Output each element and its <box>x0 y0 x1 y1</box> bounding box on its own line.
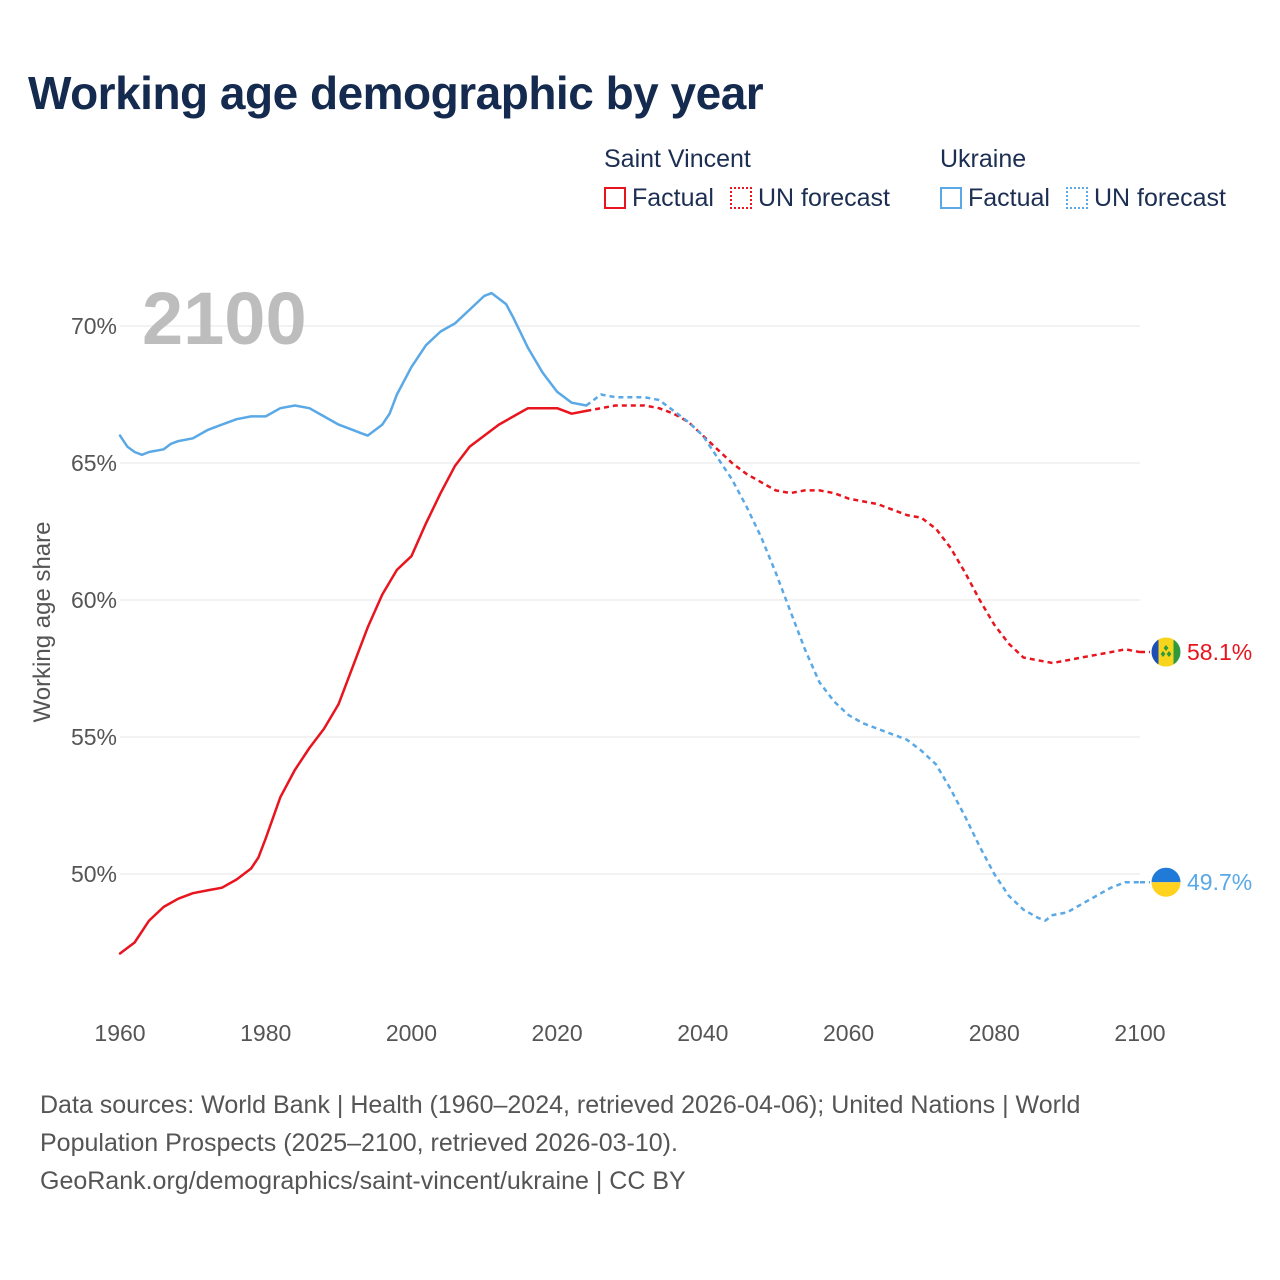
x-tick-label: 2060 <box>823 1020 874 1046</box>
end-markers: 58.1% 49.7% <box>1140 636 1252 898</box>
x-tick-label: 2040 <box>677 1020 728 1046</box>
legend-swatch-solid <box>940 187 962 209</box>
x-tick-label: 1960 <box>94 1020 145 1046</box>
series-lines <box>118 291 1141 955</box>
line-chart: 2100 Working age share 50% 55% 60% 65% 70% 1… <box>29 277 1252 1046</box>
legend-group-title: Saint Vincent <box>604 145 751 173</box>
x-tick-label: 2020 <box>532 1020 583 1046</box>
legend-swatch-solid <box>604 187 626 209</box>
legend-item-factual[interactable]: Factual <box>940 184 1050 213</box>
legend-label: UN forecast <box>757 183 890 212</box>
source-url[interactable]: GeoRank.org/demographics/saint-vincent/u… <box>40 1167 686 1195</box>
legend-swatch-dotted <box>1065 187 1088 209</box>
legend-label: Factual <box>632 183 714 212</box>
x-tick-label: 1980 <box>240 1020 291 1046</box>
legend-swatch-dotted <box>729 187 752 209</box>
legend-item-forecast[interactable]: UN forecast <box>729 183 890 213</box>
x-tick-label: 2000 <box>386 1020 437 1046</box>
legend-label: UN forecast <box>1093 183 1226 212</box>
legend-ukraine: Ukraine Factual UN forecast <box>940 144 1226 218</box>
legend-item-forecast[interactable]: UN forecast <box>1065 183 1226 213</box>
series-line-factual[interactable] <box>118 291 588 457</box>
series-line-forecast[interactable] <box>586 404 1141 665</box>
series-end-label: 49.7% <box>1187 869 1252 895</box>
year-watermark: 2100 <box>142 277 307 360</box>
legend-saint-vincent: Saint Vincent Factual UN forecast <box>604 144 890 218</box>
series-end-label: 58.1% <box>1187 639 1252 665</box>
legend-label: Factual <box>968 183 1050 212</box>
y-axis-label: Working age share <box>29 522 56 723</box>
chart-title: Working age demographic by year <box>28 67 764 119</box>
x-axis-ticks: 1960 1980 2000 2020 2040 2060 2080 2100 <box>94 1020 1165 1046</box>
source-line-1: Data sources: World Bank | Health (1960–… <box>40 1091 1081 1119</box>
saint-vincent-flag-icon <box>1150 636 1182 668</box>
series-line-factual[interactable] <box>118 406 588 955</box>
source-line-2: Population Prospects (2025–2100, retriev… <box>40 1129 678 1157</box>
legend-group-title: Ukraine <box>940 145 1027 173</box>
x-tick-label: 2080 <box>969 1020 1020 1046</box>
series-line-forecast[interactable] <box>585 393 1140 922</box>
gridlines <box>120 325 1140 875</box>
ukraine-flag-icon <box>1150 866 1182 898</box>
y-tick-label: 65% <box>71 450 117 476</box>
legend-item-factual[interactable]: Factual <box>604 184 714 213</box>
footer: Data sources: World Bank | Health (1960–… <box>40 1086 1240 1200</box>
x-tick-label: 2100 <box>1114 1020 1165 1046</box>
y-tick-label: 50% <box>71 861 117 887</box>
y-tick-label: 60% <box>71 587 117 613</box>
y-tick-label: 55% <box>71 724 117 750</box>
y-tick-label: 70% <box>71 313 117 339</box>
y-axis-ticks: 50% 55% 60% 65% 70% <box>71 313 117 887</box>
